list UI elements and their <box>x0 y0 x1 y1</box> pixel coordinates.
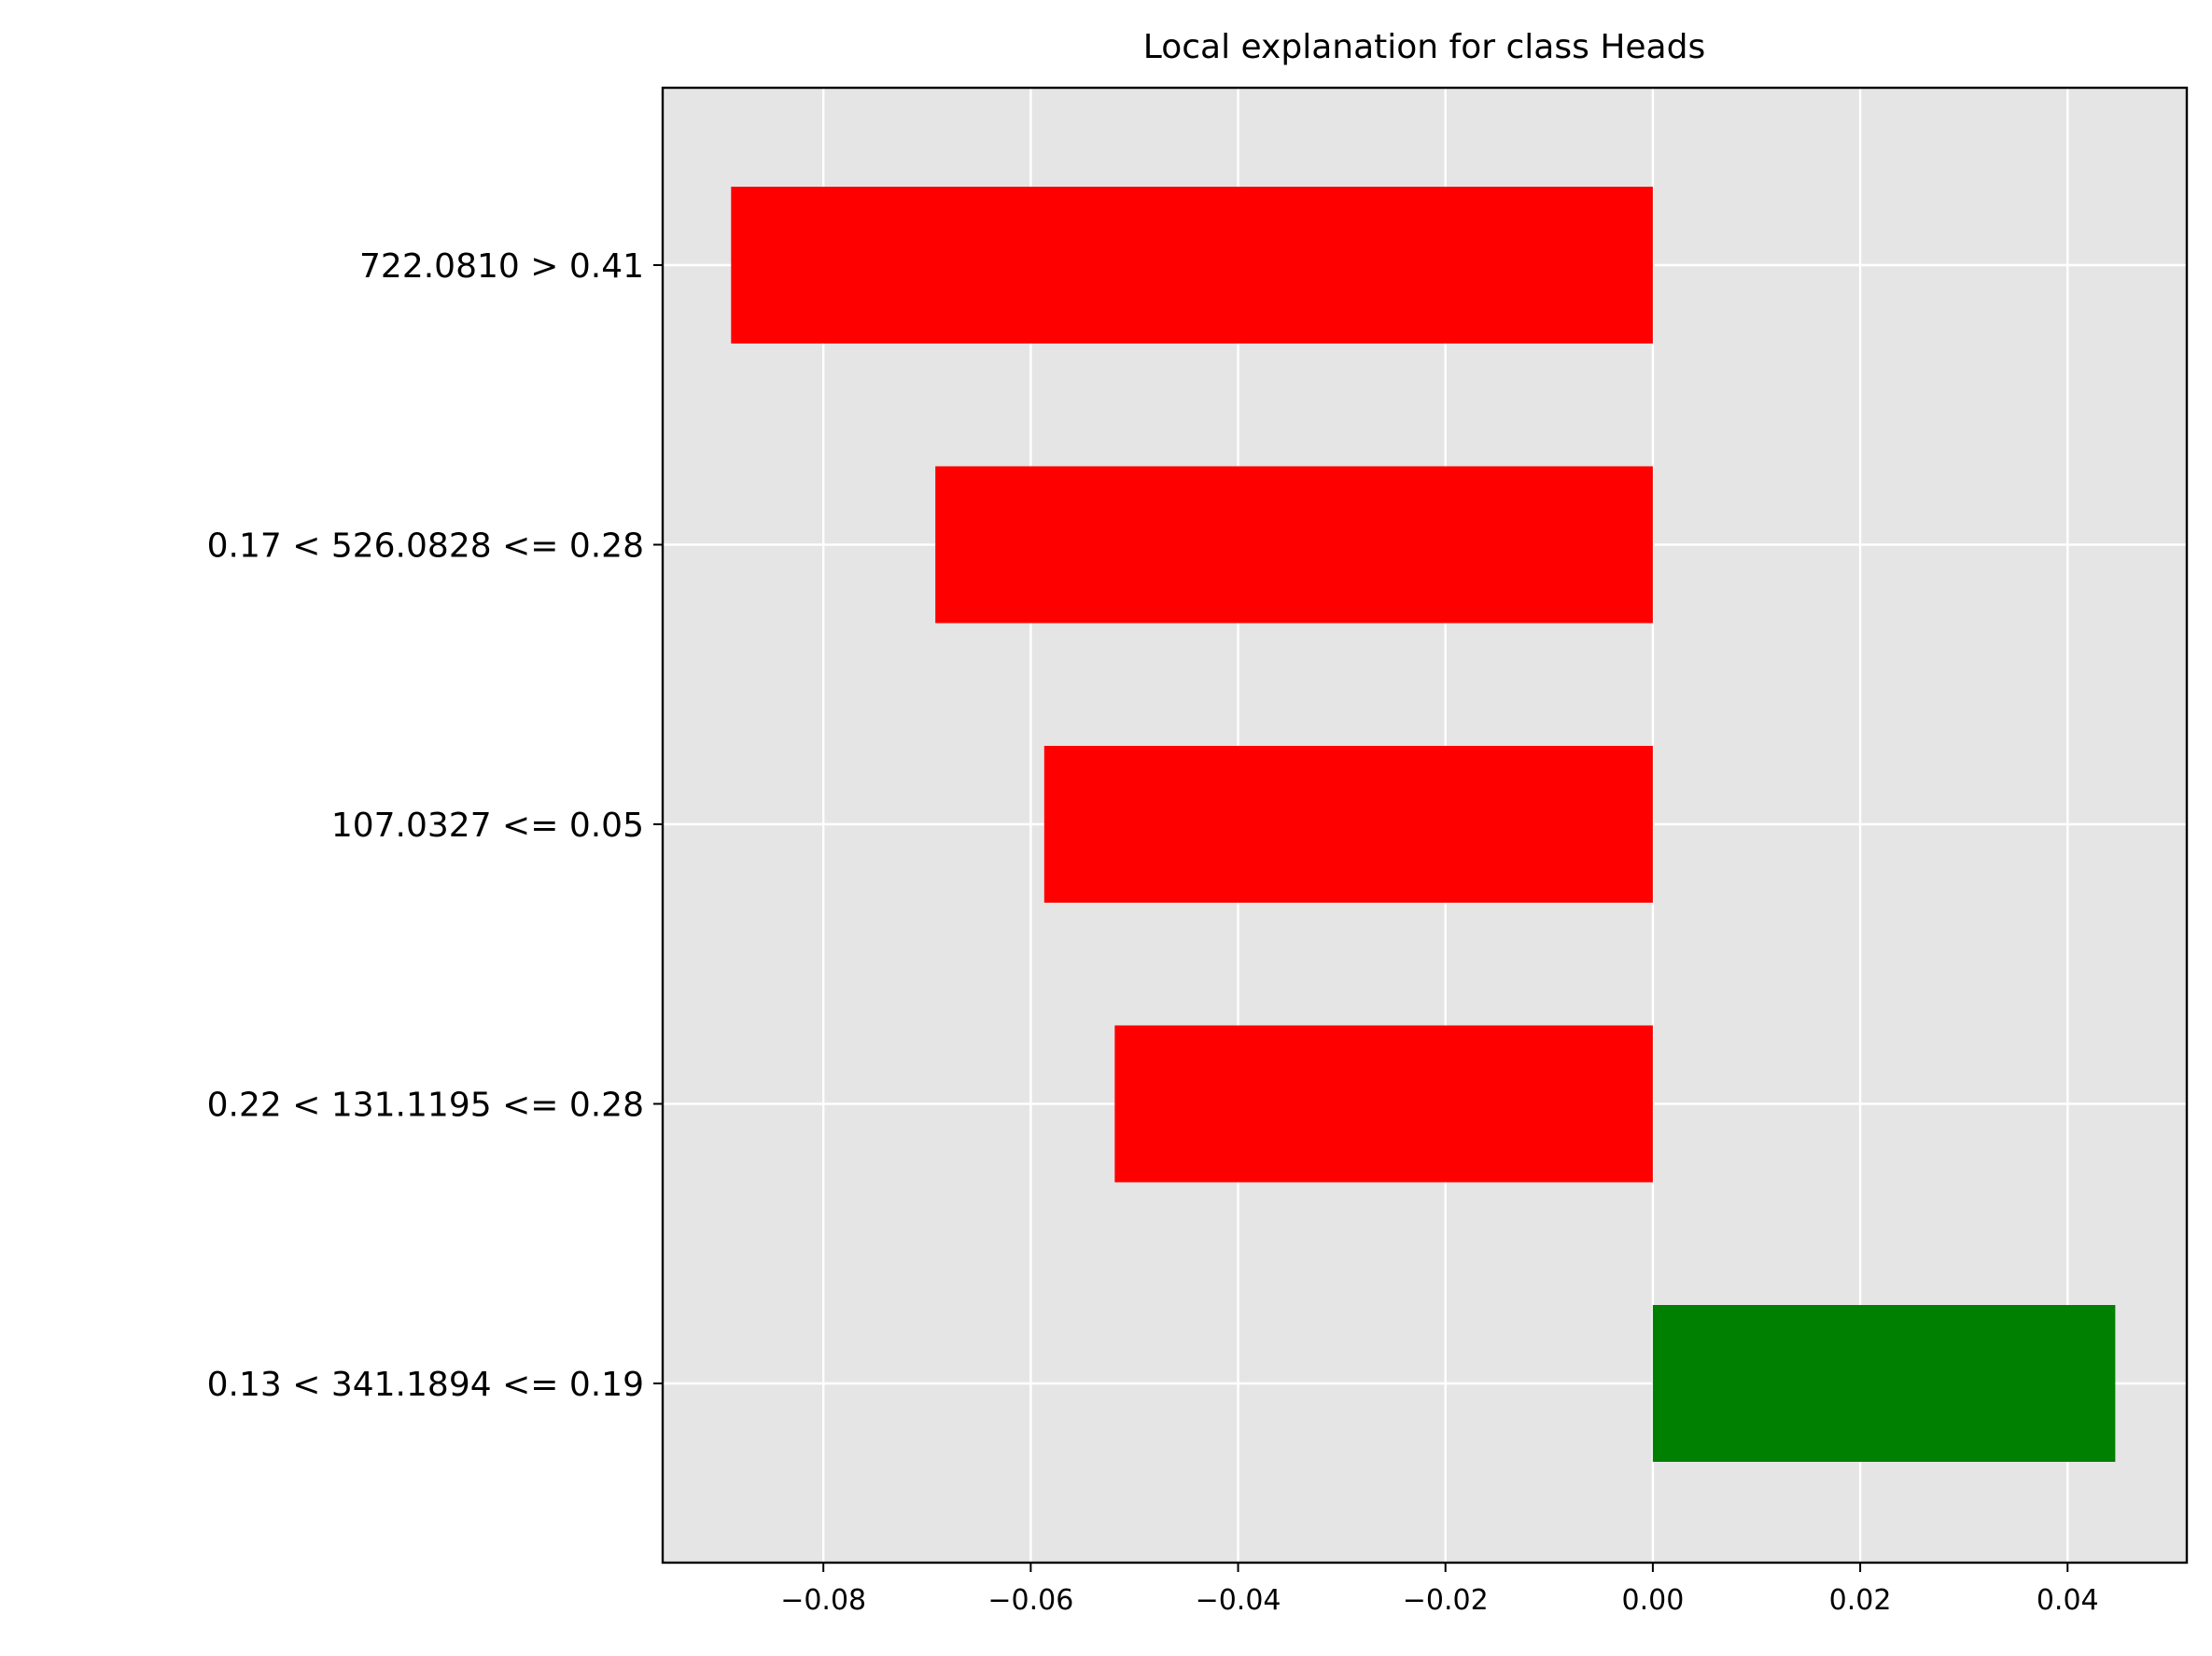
x-tick-label: 0.04 <box>2037 1584 2099 1617</box>
bar <box>1043 746 1653 903</box>
x-tick-label: 0.00 <box>1621 1584 1684 1617</box>
bar <box>1114 1025 1653 1183</box>
y-tick-label: 722.0810 > 0.41 <box>359 247 644 286</box>
x-tick-label: −0.06 <box>987 1584 1073 1617</box>
bar <box>1652 1305 2116 1462</box>
bar <box>731 187 1653 344</box>
y-tick-label: 107.0327 <= 0.05 <box>331 807 644 845</box>
ticks: −0.08 −0.06 −0.04 −0.02 0.00 0.02 0.04 722.0810… <box>207 247 2099 1617</box>
y-tick-label: 0.13 < 341.1894 <= 0.19 <box>207 1366 644 1404</box>
bar <box>935 466 1653 624</box>
x-tick-label: 0.02 <box>1829 1584 1892 1617</box>
bars <box>731 187 2116 1462</box>
x-tick-label: −0.02 <box>1403 1584 1489 1617</box>
chart-title: Local explanation for class Heads <box>1143 28 1705 66</box>
x-tick-label: −0.04 <box>1196 1584 1281 1617</box>
y-tick-label: 0.22 < 131.1195 <= 0.28 <box>207 1087 644 1125</box>
x-tick-label: −0.08 <box>780 1584 866 1617</box>
y-tick-label: 0.17 < 526.0828 <= 0.28 <box>207 527 644 566</box>
